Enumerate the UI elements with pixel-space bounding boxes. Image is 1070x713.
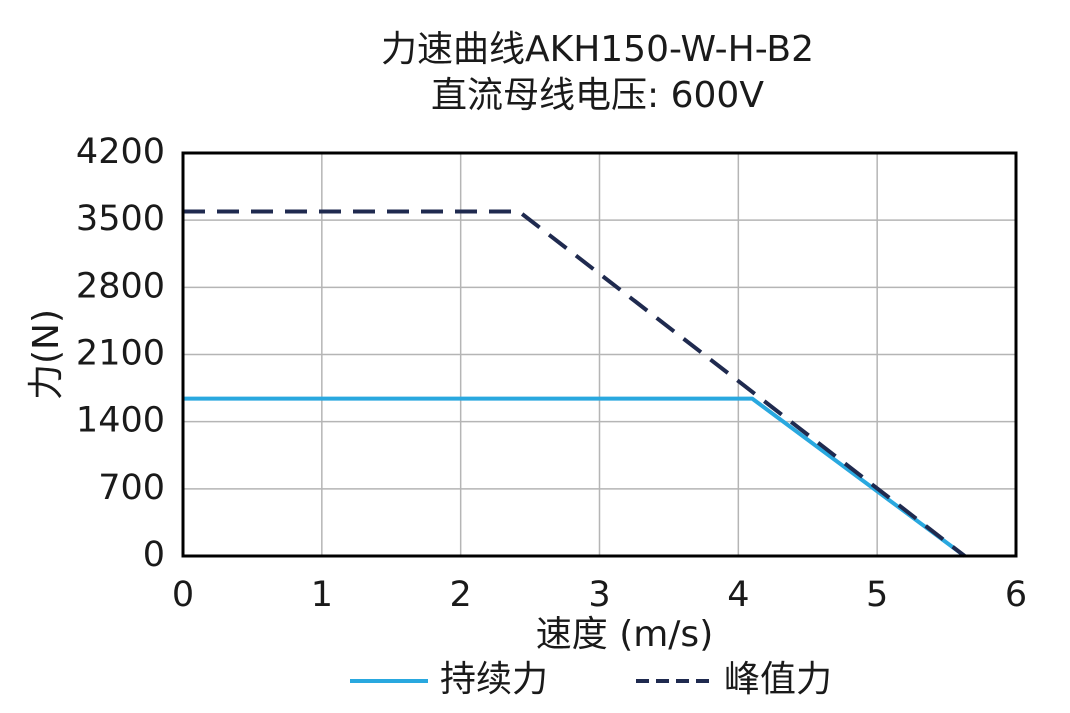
series-layer bbox=[183, 209, 966, 558]
y-tick-label: 4200 bbox=[76, 132, 165, 172]
chart-subtitle: 直流母线电压: 600V bbox=[431, 75, 764, 116]
x-tick-label: 2 bbox=[450, 575, 472, 615]
x-tick-label: 1 bbox=[311, 575, 333, 615]
x-tick-label: 0 bbox=[172, 575, 194, 615]
x-tick-label: 5 bbox=[866, 575, 888, 615]
chart-title: 力速曲线AKH150-W-H-B2 bbox=[380, 29, 815, 70]
legend-label-peak: 峰值力 bbox=[724, 659, 832, 700]
legend: 持续力 峰值力 bbox=[350, 659, 832, 700]
x-tick-label: 4 bbox=[727, 575, 749, 615]
legend-label-continuous: 持续力 bbox=[440, 659, 548, 700]
x-axis-label: 速度 (m/s) bbox=[536, 614, 714, 655]
y-tick-label: 700 bbox=[98, 468, 165, 508]
y-tick-label: 0 bbox=[143, 535, 165, 575]
tick-labels: 0 700 1400 2100 2800 3500 4200 0 1 2 3 4 5 6 bbox=[76, 132, 1027, 615]
grid bbox=[182, 152, 1017, 557]
y-tick-label: 2800 bbox=[76, 266, 165, 306]
series-peak-force-line bbox=[183, 209, 966, 558]
y-tick-label: 1400 bbox=[76, 401, 165, 441]
y-tick-label: 3500 bbox=[76, 199, 165, 239]
plot-frame bbox=[181, 151, 1018, 558]
series-continuous-force-line bbox=[183, 396, 966, 558]
y-axis-label: 力(N) bbox=[26, 309, 67, 400]
y-tick-label: 2100 bbox=[76, 334, 165, 374]
x-tick-label: 6 bbox=[1005, 575, 1027, 615]
x-tick-label: 3 bbox=[588, 575, 610, 615]
